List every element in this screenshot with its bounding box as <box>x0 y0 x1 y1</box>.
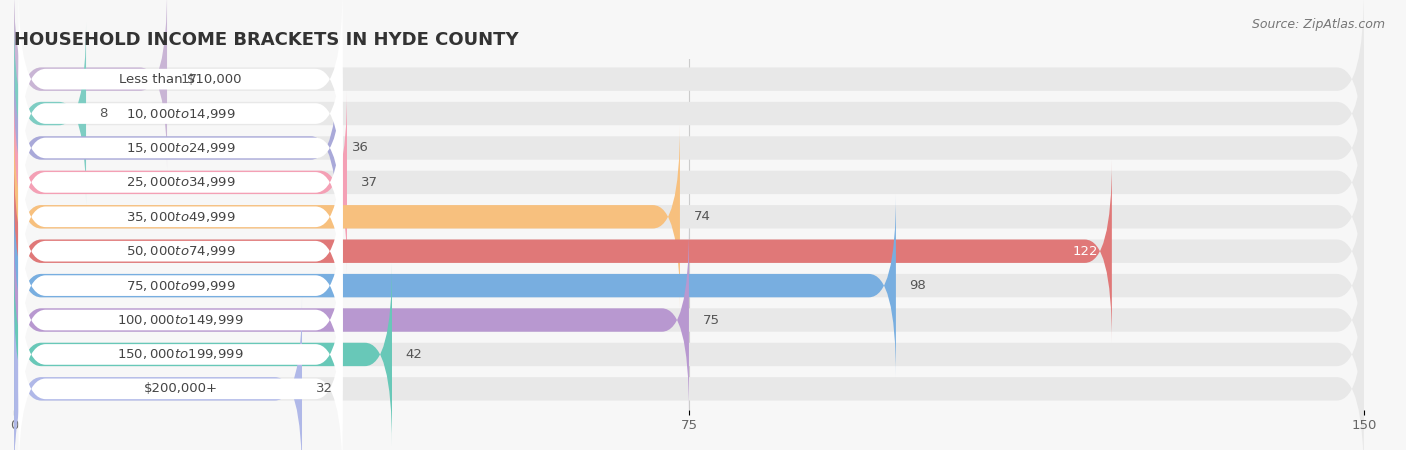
Text: $200,000+: $200,000+ <box>143 382 218 396</box>
Text: 8: 8 <box>100 107 108 120</box>
FancyBboxPatch shape <box>14 194 896 377</box>
Text: 74: 74 <box>693 210 710 223</box>
FancyBboxPatch shape <box>14 56 337 239</box>
FancyBboxPatch shape <box>14 263 392 446</box>
Text: $75,000 to $99,999: $75,000 to $99,999 <box>125 279 235 292</box>
FancyBboxPatch shape <box>14 160 1112 343</box>
FancyBboxPatch shape <box>14 125 1364 308</box>
FancyBboxPatch shape <box>18 55 343 241</box>
Text: 36: 36 <box>352 141 368 154</box>
FancyBboxPatch shape <box>14 56 1364 239</box>
FancyBboxPatch shape <box>14 194 1364 377</box>
FancyBboxPatch shape <box>14 297 302 450</box>
Text: $35,000 to $49,999: $35,000 to $49,999 <box>125 210 235 224</box>
Text: 17: 17 <box>180 72 197 86</box>
Text: 98: 98 <box>910 279 927 292</box>
Text: $50,000 to $74,999: $50,000 to $74,999 <box>125 244 235 258</box>
Text: 32: 32 <box>315 382 332 396</box>
Text: 122: 122 <box>1073 245 1098 258</box>
Text: 42: 42 <box>405 348 422 361</box>
FancyBboxPatch shape <box>18 124 343 310</box>
FancyBboxPatch shape <box>14 229 1364 412</box>
Text: 37: 37 <box>360 176 377 189</box>
FancyBboxPatch shape <box>18 296 343 450</box>
Text: $100,000 to $149,999: $100,000 to $149,999 <box>117 313 243 327</box>
FancyBboxPatch shape <box>14 0 1364 171</box>
FancyBboxPatch shape <box>14 91 347 274</box>
FancyBboxPatch shape <box>18 158 343 344</box>
FancyBboxPatch shape <box>14 22 86 205</box>
FancyBboxPatch shape <box>18 261 343 447</box>
Text: HOUSEHOLD INCOME BRACKETS IN HYDE COUNTY: HOUSEHOLD INCOME BRACKETS IN HYDE COUNTY <box>14 31 519 49</box>
Text: $150,000 to $199,999: $150,000 to $199,999 <box>117 347 243 361</box>
FancyBboxPatch shape <box>18 0 343 172</box>
FancyBboxPatch shape <box>18 21 343 207</box>
FancyBboxPatch shape <box>18 227 343 413</box>
FancyBboxPatch shape <box>14 125 681 308</box>
FancyBboxPatch shape <box>14 297 1364 450</box>
FancyBboxPatch shape <box>14 263 1364 446</box>
FancyBboxPatch shape <box>18 193 343 378</box>
FancyBboxPatch shape <box>14 160 1364 343</box>
FancyBboxPatch shape <box>14 91 1364 274</box>
FancyBboxPatch shape <box>14 0 167 171</box>
Text: 75: 75 <box>703 314 720 327</box>
FancyBboxPatch shape <box>14 22 1364 205</box>
Text: Less than $10,000: Less than $10,000 <box>120 72 242 86</box>
Text: $10,000 to $14,999: $10,000 to $14,999 <box>125 107 235 121</box>
FancyBboxPatch shape <box>18 90 343 275</box>
Text: Source: ZipAtlas.com: Source: ZipAtlas.com <box>1251 18 1385 31</box>
Text: $25,000 to $34,999: $25,000 to $34,999 <box>125 176 235 189</box>
Text: $15,000 to $24,999: $15,000 to $24,999 <box>125 141 235 155</box>
FancyBboxPatch shape <box>14 229 689 412</box>
